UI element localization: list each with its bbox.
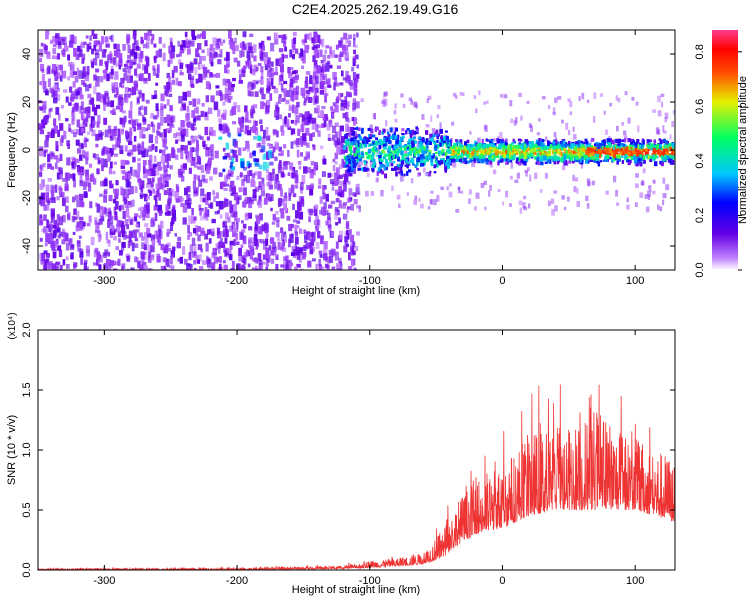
top-x-tick-label: -100 [359,275,381,287]
snr-series-line [38,384,675,570]
top-y-tick-label: 40 [21,48,33,60]
bottom-x-tick-label: 100 [626,575,644,587]
bottom-x-tick-label: 0 [499,575,505,587]
top-x-tick-label: 100 [626,275,644,287]
bottom-y-tick-label: 1.5 [21,382,33,397]
heatmap-cells [38,30,675,270]
bottom-y-tick-label: 0.0 [21,562,33,577]
bottom-x-axis-label: Height of straight line (km) [292,584,420,596]
chart-title: C2E4.2025.262.19.49.G16 [292,1,459,17]
colorbar-tick-label: 0.6 [694,99,706,114]
bottom-y-multiplier: (x10⁴) [7,312,18,339]
colorbar-tick-label: 0.2 [694,208,706,223]
colorbar-tick-label: 0.8 [694,44,706,59]
top-x-tick-label: -200 [226,275,248,287]
bottom-x-tick-label: -300 [93,575,115,587]
bottom-x-tick-label: -100 [359,575,381,587]
top-y-axis-label: Frequency (Hz) [6,112,18,188]
top-y-tick-label: -40 [21,238,33,254]
colorbar-label: Normalized spectral amplitude [737,76,749,224]
bottom-y-axis-label: SNR (10 * v/v) [6,415,18,485]
top-x-tick-label: -300 [93,275,115,287]
bottom-y-tick-label: 2.0 [21,322,33,337]
top-y-tick-label: -20 [21,190,33,206]
bottom-x-tick-label: -200 [226,575,248,587]
top-y-tick-label: 0 [21,147,33,153]
bottom-y-tick-label: 1.0 [21,442,33,457]
top-x-tick-label: 0 [499,275,505,287]
top-x-axis-label: Height of straight line (km) [292,285,420,297]
colorbar-tick-label: 0.4 [694,153,706,168]
bottom-y-tick-label: 0.5 [21,502,33,517]
colorbar [712,30,738,270]
top-y-tick-label: 20 [21,96,33,108]
colorbar-tick-label: 0.0 [694,262,706,277]
